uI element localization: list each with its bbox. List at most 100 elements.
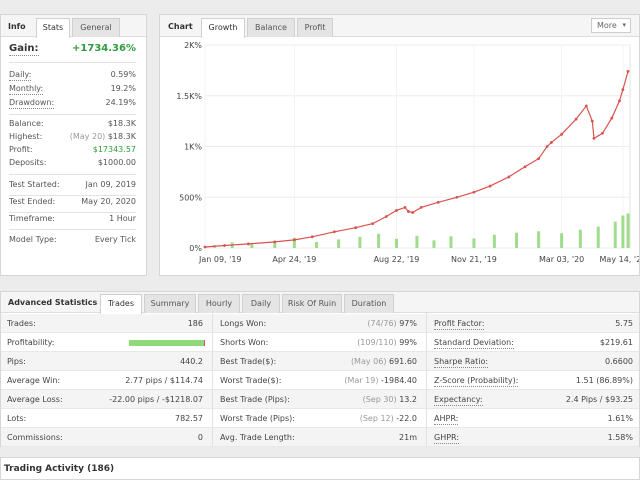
stat-label: Expectancy: <box>434 395 483 406</box>
stat-label: Longs Won: <box>220 319 267 328</box>
y-tick-label: 0% <box>189 244 202 253</box>
table-row: Lots: 782.57 Worst Trade (Pips): (Sep 12) -… <box>1 409 639 428</box>
stat-label: Commissions: <box>7 433 63 442</box>
tab-daily[interactable]: Daily <box>242 294 280 313</box>
highest-value: (May 20) $18.3K <box>70 132 136 141</box>
stat-label: Shorts Won: <box>220 338 269 347</box>
stat-value: (109/110) 99% <box>357 333 417 352</box>
tab-profit[interactable]: Profit <box>297 18 333 37</box>
growth-point <box>590 119 594 123</box>
chart-bar <box>596 226 600 248</box>
chart-bar <box>377 233 381 248</box>
chevron-down-icon: ▾ <box>622 21 626 29</box>
stat-label: Trades: <box>7 319 36 328</box>
tab-trades[interactable]: Trades <box>100 294 142 314</box>
tab-balance[interactable]: Balance <box>247 18 295 37</box>
chart-bar <box>337 239 341 248</box>
model-type-row: Model Type: Every Tick <box>9 235 136 247</box>
growth-point <box>488 184 492 188</box>
stat-value: -22.00 pips / -$1218.07 <box>109 395 203 404</box>
x-tick-label: Aug 22, '19 <box>374 255 420 264</box>
growth-point <box>626 69 630 73</box>
profitability-win-fill <box>129 340 205 346</box>
balance-value: $18.3K <box>107 119 136 128</box>
stat-value: (May 06) 691.60 <box>351 352 417 371</box>
growth-point <box>203 245 207 249</box>
chart-bar <box>415 235 419 248</box>
growth-point <box>371 222 375 226</box>
growth-point <box>560 132 564 136</box>
stat-label: GHPR: <box>434 433 460 444</box>
stat-sub: (109/110) <box>357 338 397 347</box>
growth-point <box>610 116 614 120</box>
growth-point <box>507 175 511 179</box>
drawdown-label: Drawdown: <box>9 98 55 109</box>
divider <box>9 114 136 115</box>
chart-bar <box>621 215 625 248</box>
growth-point <box>403 206 407 209</box>
test-ended-row: Test Ended: May 20, 2020 <box>9 197 136 209</box>
chart-bar <box>537 231 541 248</box>
x-tick-label: May 14, '20 <box>600 255 639 264</box>
chart-panel: Chart Growth Balance Profit More ▾ 0% 500… <box>159 14 640 276</box>
chart-tabbar: Chart Growth Balance Profit More ▾ <box>160 15 639 38</box>
tab-growth[interactable]: Growth <box>201 18 245 38</box>
more-dropdown[interactable]: More ▾ <box>591 18 631 33</box>
model-type-value: Every Tick <box>94 235 136 244</box>
divider <box>9 62 136 63</box>
daily-row: Daily: 0.59% <box>9 70 136 82</box>
daily-value: 0.59% <box>110 70 136 79</box>
monthly-value: 19.2% <box>110 84 136 93</box>
stat-label: Pips: <box>7 357 26 366</box>
more-label: More <box>597 21 617 30</box>
highest-amount: $18.3K <box>107 132 136 141</box>
stat-value: 1.61% <box>607 414 633 423</box>
growth-point <box>537 157 541 161</box>
stat-value: 186 <box>187 319 203 328</box>
stat-label: Best Trade (Pips): <box>220 395 290 404</box>
chart-bar <box>250 243 254 248</box>
stat-value-main: -1984.40 <box>381 376 417 385</box>
growth-chart: 0% 500% 1K% 1.5K% 2K% Jan 09, '19 Apr 24, '19 A… <box>176 41 639 264</box>
stat-label: Worst Trade (Pips): <box>220 414 295 423</box>
gain-label: Gain: <box>9 43 39 56</box>
tab-duration[interactable]: Duration <box>344 294 394 313</box>
x-tick-label: Apr 24, '19 <box>272 255 316 264</box>
tab-hourly[interactable]: Hourly <box>198 294 240 313</box>
stat-label: Profit Factor: <box>434 319 485 330</box>
growth-point <box>545 145 549 148</box>
stat-value: (74/76) 97% <box>367 314 417 333</box>
tab-general[interactable]: General <box>72 18 120 37</box>
divider <box>9 229 136 230</box>
growth-point <box>395 209 398 212</box>
divider <box>9 174 136 175</box>
stat-value-main: 97% <box>399 319 417 328</box>
growth-point <box>523 165 527 169</box>
stat-sub: (May 06) <box>350 357 387 366</box>
stat-value: (Sep 12) -22.0 <box>360 409 417 428</box>
stat-sub: (Mar 19) <box>344 376 379 385</box>
advanced-title: Advanced Statistics <box>8 298 98 307</box>
stat-sub: (Sep 30) <box>362 395 397 404</box>
stat-label: Avg. Trade Length: <box>220 433 295 442</box>
y-tick-label: 2K% <box>184 41 202 50</box>
growth-point <box>419 206 423 209</box>
growth-point <box>292 238 296 242</box>
growth-point <box>310 235 314 239</box>
stat-value-main: 13.2 <box>399 395 417 404</box>
divider <box>9 195 136 196</box>
tab-summary[interactable]: Summary <box>144 294 196 313</box>
stat-value: 0 <box>197 433 203 442</box>
stat-value: 1.51 (86.89%) <box>575 376 633 385</box>
tab-stats[interactable]: Stats <box>36 18 70 38</box>
stat-label: AHPR: <box>434 414 459 425</box>
test-started-value: Jan 09, 2019 <box>85 180 137 189</box>
tab-risk-of-ruin[interactable]: Risk Of Ruin <box>282 294 342 313</box>
chart-title: Chart <box>168 22 193 31</box>
deposits-value: $1000.00 <box>97 158 136 167</box>
trading-activity-panel[interactable]: Trading Activity (186) <box>0 457 640 480</box>
growth-point <box>273 240 277 244</box>
growth-point <box>601 131 604 135</box>
model-type-label: Model Type: <box>9 235 57 244</box>
table-row: Average Loss: -22.00 pips / -$1218.07 Best… <box>1 390 639 409</box>
